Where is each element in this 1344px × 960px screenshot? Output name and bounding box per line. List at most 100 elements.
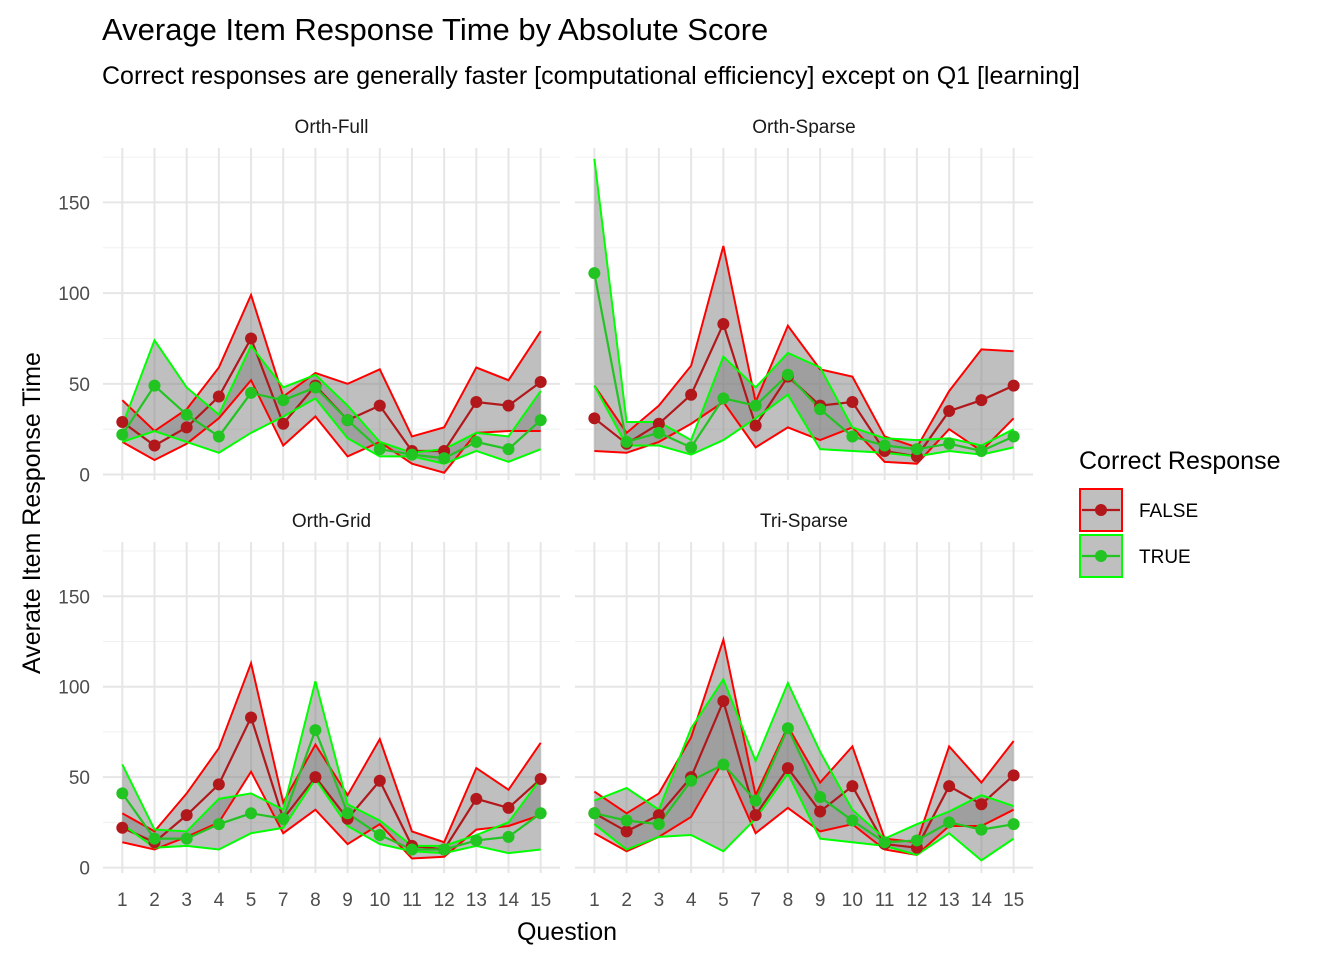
y-tick-label: 50 <box>69 768 90 789</box>
data-point-true <box>781 368 794 381</box>
data-point-true <box>717 392 730 405</box>
panel-strip-title: Orth-Full <box>295 117 369 138</box>
data-point-true <box>975 444 988 457</box>
data-point-false <box>534 772 547 785</box>
y-tick-label: 150 <box>58 193 90 214</box>
x-tick-label: 14 <box>971 890 993 911</box>
data-point-true <box>470 834 483 847</box>
data-point-true <box>277 812 290 825</box>
data-point-false <box>180 809 193 822</box>
data-point-true <box>116 787 129 800</box>
data-point-false <box>685 388 698 401</box>
data-point-false <box>975 394 988 407</box>
data-point-true <box>975 823 988 836</box>
facet-panels: Orth-Full050100150Orth-SparseOrth-Grid05… <box>58 117 1033 911</box>
data-point-false <box>212 390 225 403</box>
data-point-true <box>502 443 515 456</box>
y-tick-label: 0 <box>79 859 90 880</box>
x-tick-label: 12 <box>434 890 455 911</box>
data-point-false <box>309 771 322 784</box>
data-point-true <box>878 836 891 849</box>
lower-bound-line-false <box>122 769 542 860</box>
upper-bound-line-true <box>593 677 1014 840</box>
data-point-false <box>373 399 386 412</box>
data-point-true <box>309 724 322 737</box>
data-point-true <box>1007 430 1020 443</box>
data-point-false <box>116 415 129 428</box>
data-point-true <box>685 774 698 787</box>
data-point-true <box>652 818 665 831</box>
band-false <box>122 294 541 473</box>
data-point-true <box>1007 818 1020 831</box>
data-point-false <box>652 417 665 430</box>
y-tick-label: 150 <box>58 587 90 608</box>
chart-subtitle: Correct responses are generally faster [… <box>102 62 1080 90</box>
upper-bound-line-false <box>593 635 1015 844</box>
data-point-true <box>943 437 956 450</box>
data-point-true <box>943 816 956 829</box>
data-point-true <box>212 818 225 831</box>
data-point-false <box>846 395 859 408</box>
data-point-true <box>620 814 633 827</box>
upper-bound-line-true <box>121 681 542 847</box>
data-point-false <box>717 695 730 708</box>
x-tick-label: 7 <box>750 890 761 911</box>
data-point-true <box>534 414 547 427</box>
data-point-false <box>588 412 601 425</box>
data-point-true <box>878 439 891 452</box>
x-tick-label: 15 <box>1003 890 1024 911</box>
y-tick-label: 100 <box>58 678 90 699</box>
data-point-true <box>814 403 827 416</box>
x-tick-label: 1 <box>117 890 128 911</box>
x-tick-label: 8 <box>310 890 321 911</box>
data-point-true <box>749 794 762 807</box>
x-tick-label: 3 <box>181 890 192 911</box>
x-tick-label: 2 <box>149 890 160 911</box>
data-point-false <box>502 801 515 814</box>
data-point-true <box>685 441 698 454</box>
x-tick-label: 3 <box>654 890 665 911</box>
data-point-false <box>277 417 290 430</box>
data-point-false <box>749 809 762 822</box>
data-point-true <box>846 814 859 827</box>
data-point-true <box>245 386 258 399</box>
data-point-true <box>588 267 601 280</box>
data-point-false <box>245 711 258 724</box>
data-point-true <box>148 832 161 845</box>
y-tick-label: 50 <box>69 375 90 396</box>
x-tick-label: 13 <box>939 890 960 911</box>
lower-bound-line-true <box>121 397 542 465</box>
data-point-false <box>943 405 956 418</box>
panel-strip-title: Orth-Grid <box>292 511 371 532</box>
data-point-false <box>1007 379 1020 392</box>
legend-label: FALSE <box>1139 501 1198 522</box>
data-point-true <box>212 430 225 443</box>
mean-line-false <box>121 714 542 851</box>
data-point-true <box>309 381 322 394</box>
legend-title: Correct Response <box>1079 447 1280 475</box>
y-tick-label: 100 <box>58 284 90 305</box>
x-tick-label: 4 <box>214 890 225 911</box>
x-tick-label: 4 <box>686 890 697 911</box>
band-true <box>594 158 1014 457</box>
lower-bound-line-true <box>121 777 541 855</box>
x-tick-label: 2 <box>621 890 632 911</box>
data-point-true <box>245 807 258 820</box>
data-point-false <box>470 792 483 805</box>
x-tick-label: 15 <box>530 890 551 911</box>
upper-bound-line-false <box>593 245 1014 449</box>
data-point-false <box>534 376 547 389</box>
band-false <box>594 245 1014 464</box>
panel-orth-full: Orth-Full 0 50 100 150 <box>58 117 560 487</box>
data-point-false <box>975 798 988 811</box>
data-point-false <box>749 419 762 432</box>
data-point-true <box>341 807 354 820</box>
data-point-true <box>373 443 386 456</box>
x-axis-title: Question <box>517 918 617 946</box>
lower-bound-line-true <box>593 385 1014 458</box>
x-tick-label: 7 <box>278 890 289 911</box>
x-tick-label: 9 <box>342 890 353 911</box>
lower-bound-line-false <box>594 400 1015 465</box>
data-point-false <box>212 778 225 791</box>
